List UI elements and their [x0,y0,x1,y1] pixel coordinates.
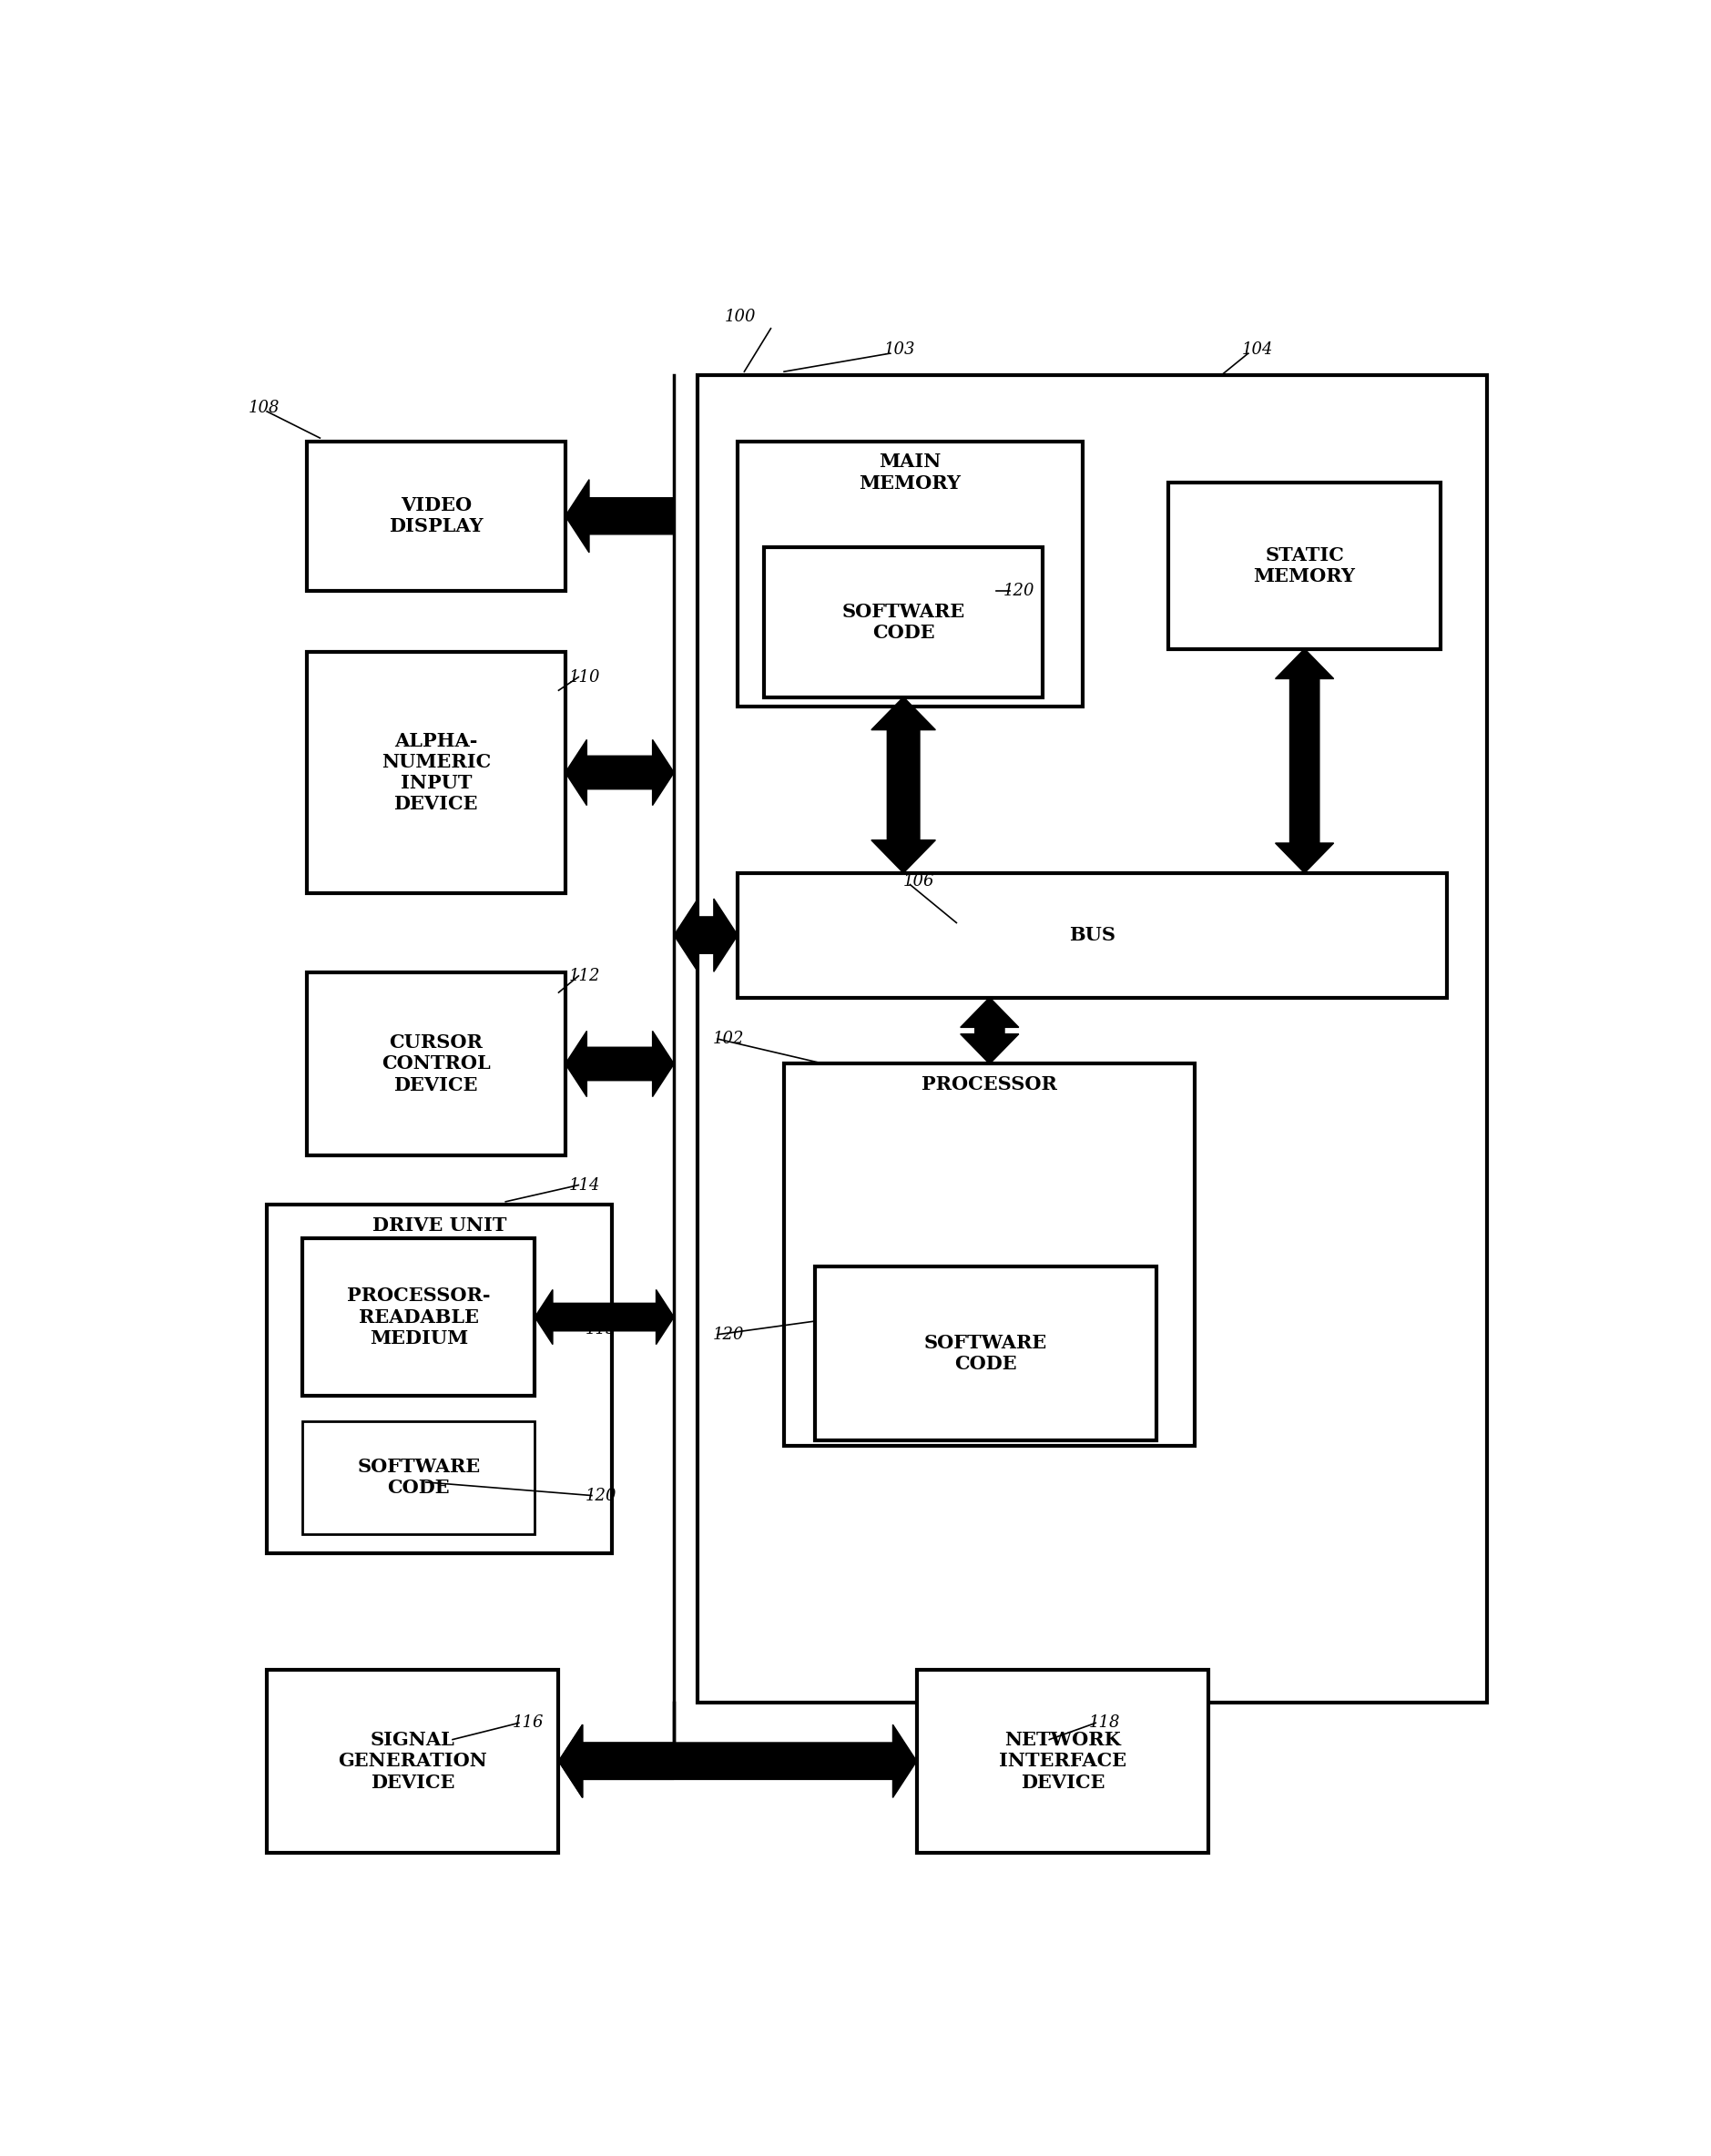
Text: 106: 106 [903,873,934,890]
Text: STATIC
MEMORY: STATIC MEMORY [1254,545,1355,586]
Bar [303,1238,536,1395]
Polygon shape [871,696,936,841]
Polygon shape [960,1028,1018,1063]
Polygon shape [587,1031,674,1097]
Text: 116: 116 [512,1714,544,1731]
Polygon shape [871,731,936,873]
Text: PROCESSOR-
READABLE
MEDIUM: PROCESSOR- READABLE MEDIUM [347,1287,491,1348]
Polygon shape [558,1725,674,1798]
Text: 120: 120 [585,1488,616,1503]
Text: 120: 120 [712,1326,744,1343]
Bar [267,1669,558,1852]
Bar [1169,483,1441,649]
Text: PROCESSOR: PROCESSOR [922,1076,1057,1093]
Polygon shape [960,998,1018,1035]
Text: NETWORK
INTERFACE
DEVICE: NETWORK INTERFACE DEVICE [999,1731,1126,1792]
Bar [917,1669,1208,1852]
Polygon shape [674,899,713,972]
Text: SOFTWARE
CODE: SOFTWARE CODE [924,1335,1047,1373]
Bar [267,1205,613,1554]
Text: SOFTWARE
CODE: SOFTWARE CODE [358,1457,481,1496]
Text: 114: 114 [570,1177,601,1192]
Text: 120: 120 [1003,582,1033,599]
Text: ALPHA-
NUMERIC
INPUT
DEVICE: ALPHA- NUMERIC INPUT DEVICE [382,731,491,813]
Bar [303,1421,536,1533]
Text: VIDEO
DISPLAY: VIDEO DISPLAY [388,496,483,535]
Polygon shape [587,740,674,806]
Text: SOFTWARE
CODE: SOFTWARE CODE [842,604,965,642]
Bar [784,1063,1194,1447]
Text: CURSOR
CONTROL
DEVICE: CURSOR CONTROL DEVICE [382,1033,491,1093]
Text: 100: 100 [724,308,756,326]
Text: 118: 118 [1090,1714,1121,1731]
Polygon shape [582,1725,917,1798]
Text: MAIN
MEMORY: MAIN MEMORY [859,453,962,492]
Polygon shape [698,899,737,972]
Text: 103: 103 [883,343,915,358]
Text: SIGNAL
GENERATION
DEVICE: SIGNAL GENERATION DEVICE [339,1731,488,1792]
Text: 102: 102 [712,1031,744,1048]
Bar [306,442,565,591]
Polygon shape [565,740,652,806]
Polygon shape [558,1725,893,1798]
Text: 110: 110 [570,668,601,686]
Polygon shape [565,479,674,552]
Bar [698,375,1487,1703]
Polygon shape [1275,649,1333,843]
Bar [306,651,565,893]
Bar [306,972,565,1156]
Bar [814,1266,1157,1440]
Bar [737,873,1448,998]
Text: DRIVE UNIT: DRIVE UNIT [373,1216,506,1235]
Text: 104: 104 [1242,343,1273,358]
Text: BUS: BUS [1069,927,1116,944]
Polygon shape [536,1289,655,1345]
Polygon shape [553,1289,674,1345]
Text: 108: 108 [248,399,281,416]
Bar [765,548,1042,696]
Text: 115: 115 [585,1322,616,1337]
Text: 112: 112 [570,968,601,983]
Polygon shape [565,1031,652,1097]
Polygon shape [1275,679,1333,873]
Bar [737,442,1083,707]
